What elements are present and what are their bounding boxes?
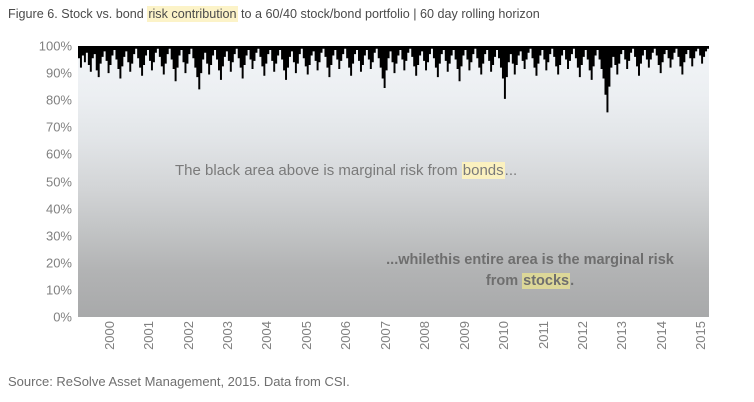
x-axis-tick: 2013: [614, 321, 629, 350]
annotation-stocks: ...whilethis entire area is the marginal…: [370, 250, 690, 292]
y-axis-tick: 60%: [45, 146, 72, 162]
y-axis-tick: 50%: [45, 174, 72, 189]
annotation-bonds-highlight: bonds: [461, 162, 505, 179]
annotation-stocks-pre: ...whilethis entire area is the marginal…: [386, 252, 674, 289]
x-axis-tick: 2007: [378, 321, 393, 350]
x-axis-tick: 2006: [338, 321, 353, 350]
x-axis-tick: 2011: [536, 321, 551, 349]
x-axis-tick: 2001: [141, 321, 156, 350]
x-axis-tick: 2005: [299, 321, 314, 350]
x-axis-tick: 2009: [457, 321, 472, 350]
x-axis-tick: 2004: [259, 321, 274, 350]
y-axis-tick: 100%: [38, 38, 72, 54]
page-title-highlight: risk contribution: [147, 6, 238, 22]
x-axis-tick: 2008: [417, 321, 432, 350]
bond-risk-area: [78, 46, 709, 113]
annotation-bonds: The black area above is marginal risk fr…: [175, 161, 517, 180]
annotation-bonds-post: ...: [504, 162, 518, 179]
x-axis-tick: 2002: [181, 321, 196, 350]
y-axis-tick: 10%: [45, 282, 72, 298]
x-axis-tick: 2015: [693, 321, 708, 350]
page-title: Figure 6. Stock vs. bond risk contributi…: [8, 6, 748, 22]
y-axis: 100% 90% 80% 70% 60% 50% 40% 30% 20% 10% 0%: [0, 40, 72, 324]
y-axis-tick: 40%: [45, 201, 72, 217]
annotation-bonds-pre: The black area above is marginal risk fr…: [175, 162, 462, 179]
y-axis-tick: 30%: [45, 228, 72, 244]
stacked-area-chart: [78, 46, 709, 113]
x-axis-tick: 2000: [102, 321, 117, 350]
y-axis-tick: 90%: [45, 65, 72, 81]
y-axis-tick: 80%: [45, 92, 72, 108]
x-axis-tick: 2010: [496, 321, 511, 350]
y-axis-tick: 20%: [45, 255, 72, 271]
source-note: Source: ReSolve Asset Management, 2015. …: [8, 374, 350, 389]
y-axis-tick: 0%: [53, 309, 72, 325]
x-axis-tick: 2012: [575, 321, 590, 350]
x-axis-tick: 2003: [220, 321, 235, 350]
chart-container: 100% 90% 80% 70% 60% 50% 40% 30% 20% 10% 0% The bl…: [0, 34, 754, 366]
plot-area: The black area above is marginal risk fr…: [78, 46, 709, 317]
annotation-stocks-post: .: [570, 273, 575, 289]
page-title-part-3: to a 60/40 stock/bond portfolio | 60 day…: [237, 7, 540, 21]
y-axis-tick: 70%: [45, 119, 72, 135]
x-axis-tick: 2014: [654, 321, 669, 350]
annotation-stocks-highlight: stocks: [522, 273, 571, 289]
page-title-part-1: Figure 6. Stock vs. bond: [8, 7, 148, 21]
x-axis: 2000 2001 2002 2003 2004 2005 2006 2007 2008 2009…: [78, 321, 709, 367]
